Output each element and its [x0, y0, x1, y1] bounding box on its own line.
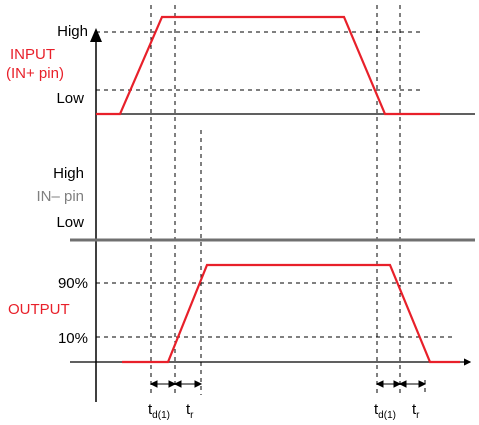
signal-waveforms: [96, 15, 460, 364]
tr-label-left: tr: [186, 401, 194, 421]
output-name-label: OUTPUT: [8, 301, 70, 318]
level-guide-lines: [96, 31, 455, 338]
arrowhead: [149, 380, 158, 388]
arrowhead: [194, 380, 203, 388]
timing-guide-lines: [150, 5, 426, 395]
arrowhead: [393, 380, 402, 388]
input-name-label: INPUT: [10, 46, 55, 63]
input-low-label: Low: [56, 90, 84, 107]
in-minus-high-label: High: [53, 165, 84, 182]
output-waveform: [122, 263, 460, 364]
vertical-axis-arrow-icon: [90, 28, 102, 42]
td1-label-left: td(1): [148, 401, 170, 421]
in-minus-low-label: Low: [56, 214, 84, 231]
timing-arrows: [149, 380, 427, 388]
arrowhead: [398, 380, 407, 388]
axes: [70, 40, 475, 402]
in-minus-pin-label: IN– pin: [36, 188, 84, 205]
arrowhead: [173, 380, 182, 388]
input-waveform: [96, 15, 440, 116]
arrowhead: [418, 380, 427, 388]
tr-label-right: tr: [412, 401, 420, 421]
td1-label-right: td(1): [374, 401, 396, 421]
arrowhead: [168, 380, 177, 388]
arrowhead: [375, 380, 384, 388]
input-pin-label: (IN+ pin): [6, 65, 64, 82]
output-90-label: 90%: [58, 275, 88, 292]
input-high-label: High: [57, 23, 88, 40]
output-10-label: 10%: [58, 330, 88, 347]
